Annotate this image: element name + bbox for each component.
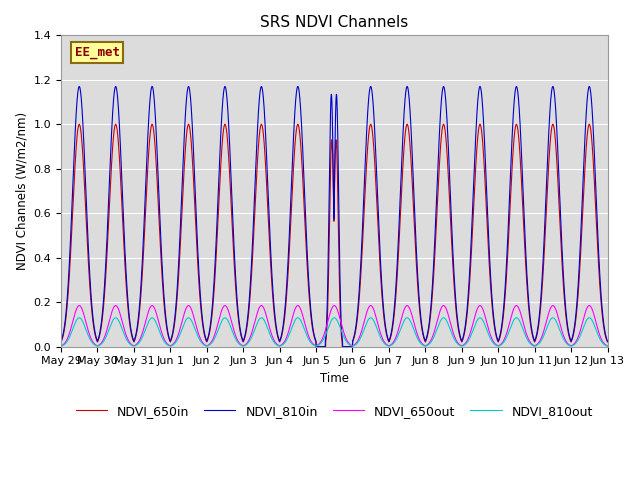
NDVI_810in [502,273,509,278]
NDVI_650in [57,339,65,345]
Text: EE_met: EE_met [75,46,120,59]
NDVI_650out [76,303,83,309]
NDVI_650in [71,168,79,174]
NDVI_810in [92,335,100,340]
NDVI_650out [71,312,79,317]
NDVI_810in [57,338,65,344]
NDVI_810out [57,343,65,349]
Y-axis label: NDVI Channels (W/m2/nm): NDVI Channels (W/m2/nm) [15,112,28,270]
X-axis label: Time: Time [320,372,349,385]
NDVI_650in [246,303,253,309]
NDVI_810in [179,182,186,188]
NDVI_650in [76,121,83,127]
NDVI_810in [71,139,79,144]
NDVI_810in [76,84,83,89]
Line: NDVI_650out: NDVI_650out [61,306,607,346]
NDVI_810in [604,338,611,344]
NDVI_650out [92,342,100,348]
NDVI_650out [57,343,65,349]
NDVI_650out [296,304,303,310]
Title: SRS NDVI Channels: SRS NDVI Channels [260,15,408,30]
Legend: NDVI_650in, NDVI_810in, NDVI_650out, NDVI_810out: NDVI_650in, NDVI_810in, NDVI_650out, NDV… [70,400,598,423]
Line: NDVI_810out: NDVI_810out [61,318,607,346]
NDVI_810out [179,326,186,332]
NDVI_810out [76,315,83,321]
NDVI_810in [312,344,320,349]
NDVI_650out [179,318,186,324]
Line: NDVI_810in: NDVI_810in [61,86,607,347]
NDVI_650in [296,131,303,136]
NDVI_650in [179,206,186,212]
Line: NDVI_650in: NDVI_650in [61,124,607,347]
NDVI_810out [71,321,79,327]
NDVI_650in [92,336,100,342]
NDVI_650out [246,336,253,342]
NDVI_650out [604,343,611,349]
NDVI_810out [604,343,611,349]
NDVI_810out [246,338,253,344]
NDVI_810out [296,316,303,322]
NDVI_650out [502,333,509,338]
NDVI_650in [502,283,509,289]
NDVI_810out [502,336,509,342]
NDVI_650in [604,339,611,345]
NDVI_810in [246,296,253,302]
NDVI_650in [312,344,320,349]
NDVI_810in [296,94,303,100]
NDVI_810out [92,343,100,348]
